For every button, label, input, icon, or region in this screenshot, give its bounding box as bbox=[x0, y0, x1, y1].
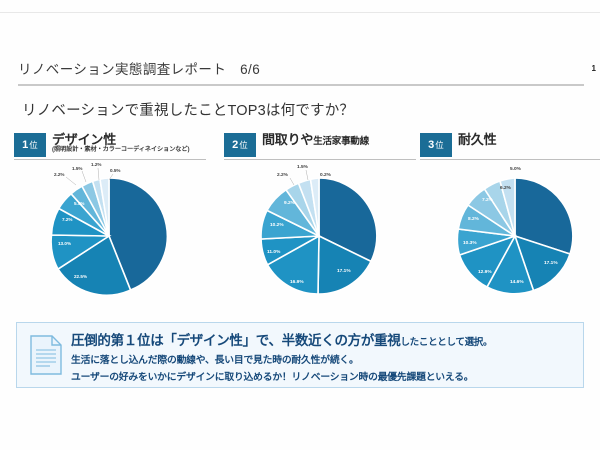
pie-label: 13.0% bbox=[58, 241, 71, 246]
pie-label: 2.2% bbox=[277, 172, 289, 178]
pie-chart-1: 22.5% 13.0% 7.2% 5.5% 2.2% 1.5% 1.2% 0.5… bbox=[14, 160, 206, 308]
pie-label: 2.2% bbox=[54, 172, 64, 177]
pie-slices-1 bbox=[50, 177, 169, 297]
pie-label: 10.2% bbox=[270, 222, 284, 228]
report-title: リノベーション実態調査レポート 6/6 bbox=[18, 62, 261, 77]
pie-svg-3: 17.1% 14.6% 12.9% 10.3% 8.2% 7.2% 6.2% 5… bbox=[456, 166, 574, 295]
page-title: リノベーションで重視したことTOP3は何ですか？ bbox=[22, 103, 355, 119]
rank-badge-number-3: 3 bbox=[428, 139, 435, 151]
pie-svg-1: 22.5% 13.0% 7.2% 5.5% 2.2% 1.5% 1.2% 0.5… bbox=[50, 162, 169, 297]
rank-badge-number-1: 1 bbox=[22, 139, 29, 151]
pie-label: 10.3% bbox=[463, 240, 477, 246]
pie-slice bbox=[56, 234, 132, 297]
pie-slice bbox=[513, 234, 572, 292]
pie-label: 1.5% bbox=[297, 164, 309, 170]
rank-title-main-2: 間取りや bbox=[262, 132, 314, 147]
pie-chart-3: 17.1% 14.6% 12.9% 10.3% 8.2% 7.2% 6.2% 5… bbox=[420, 160, 600, 308]
pie-label: 9.2% bbox=[284, 200, 296, 206]
pie-slice bbox=[99, 177, 110, 237]
top-divider bbox=[0, 12, 600, 13]
pie-label: 5.5% bbox=[74, 201, 84, 206]
pie-label: 17.1% bbox=[544, 260, 558, 266]
leader-line bbox=[97, 167, 100, 181]
summary-box: 圧倒的第１位は「デザイン性」で、半数近くの方が重視したこととして選択。 生活に落… bbox=[16, 322, 584, 388]
pie-slices-3 bbox=[456, 177, 574, 295]
rank-title-2: 間取りや生活家事動線 bbox=[262, 133, 369, 147]
summary-line-3: ユーザーの好みをいかにデザインに取り込めるか！リノベーション時の最優先課題といえ… bbox=[71, 372, 474, 383]
rank-text-3: 耐久性 bbox=[458, 132, 497, 147]
page-number: 1 bbox=[591, 64, 596, 73]
summary-text: 圧倒的第１位は「デザイン性」で、半数近くの方が重視したこととして選択。 生活に落… bbox=[71, 329, 575, 383]
pie-slice bbox=[108, 177, 169, 292]
pie-label: 7.2% bbox=[482, 197, 494, 203]
pie-slice bbox=[499, 177, 516, 237]
summary-line-1-strong: 圧倒的第１位は「デザイン性」で、半数近くの方が重視 bbox=[71, 333, 401, 348]
pie-label: 16.9% bbox=[290, 279, 304, 285]
pie-label: 0.2% bbox=[320, 172, 332, 178]
rank-text-2: 間取りや生活家事動線 bbox=[262, 133, 369, 148]
header-underline bbox=[18, 84, 584, 86]
pie-labels-3: 17.1% 14.6% 12.9% 10.3% 8.2% 7.2% 6.2% 5… bbox=[463, 166, 558, 285]
pie-chart-2: 17.1% 16.9% 11.0% 10.2% 9.2% 2.2% 1.5% 0… bbox=[224, 160, 416, 308]
rank-subtitle-1: (照明設計・素材・カラーコーディネイションなど) bbox=[52, 146, 190, 153]
rank-badge-number-2: 2 bbox=[232, 139, 239, 151]
document-icon bbox=[30, 335, 62, 375]
slide-header: リノベーション実態調査レポート 6/6 1 bbox=[18, 58, 596, 84]
pie-slices-2 bbox=[260, 177, 378, 295]
pie-label: 17.1% bbox=[337, 268, 351, 274]
pie-labels-1: 22.5% 13.0% 7.2% 5.5% 2.2% 1.5% 1.2% 0.5… bbox=[54, 162, 120, 279]
leader-line bbox=[81, 170, 87, 183]
pie-slice bbox=[318, 177, 378, 263]
rank-badge-unit-1: 位 bbox=[29, 140, 38, 150]
pie-label: 6.2% bbox=[500, 185, 512, 191]
pie-label: 12.9% bbox=[478, 269, 492, 275]
document-fold bbox=[51, 336, 61, 346]
document-page bbox=[30, 335, 62, 375]
rank-title-1: デザイン性 bbox=[52, 132, 117, 147]
pie-labels-2: 17.1% 16.9% 11.0% 10.2% 9.2% 2.2% 1.5% 0… bbox=[267, 164, 351, 285]
pie-slice bbox=[309, 177, 320, 237]
rank-title-small-2: 生活家事動線 bbox=[313, 136, 370, 147]
pie-label: 11.0% bbox=[267, 249, 281, 255]
pie-label: 22.5% bbox=[74, 274, 87, 279]
pie-label: 14.6% bbox=[510, 279, 524, 285]
leader-line bbox=[305, 169, 309, 181]
pie-label: 1.2% bbox=[91, 162, 101, 167]
pie-slice bbox=[514, 177, 574, 256]
pie-label: 7.2% bbox=[62, 217, 72, 222]
pie-slice bbox=[317, 234, 373, 295]
rank-badge-unit-2: 位 bbox=[239, 140, 248, 150]
pie-slice bbox=[266, 234, 320, 295]
summary-line-1-tail: したこととして選択。 bbox=[400, 337, 493, 348]
leader-line bbox=[65, 176, 77, 186]
leader-line bbox=[289, 177, 295, 186]
summary-line-1: 圧倒的第１位は「デザイン性」で、半数近くの方が重視したこととして選択。 bbox=[71, 329, 575, 349]
leader-line bbox=[108, 173, 114, 181]
pie-label: 0.5% bbox=[110, 168, 120, 173]
pie-label: 5.0% bbox=[510, 166, 522, 172]
pie-svg-2: 17.1% 16.9% 11.0% 10.2% 9.2% 2.2% 1.5% 0… bbox=[260, 164, 378, 295]
pie-label: 8.2% bbox=[468, 216, 480, 222]
pie-label: 1.5% bbox=[72, 166, 82, 171]
document-lines bbox=[36, 349, 56, 367]
rank-badge-unit-3: 位 bbox=[435, 140, 444, 150]
rank-title-3: 耐久性 bbox=[458, 132, 497, 147]
summary-line-2: 生活に落とし込んだ際の動線や、長い目で見た時の耐久性が続く。 bbox=[71, 355, 359, 366]
rank-text-1: デザイン性 (照明設計・素材・カラーコーディネイションなど) bbox=[52, 132, 190, 153]
